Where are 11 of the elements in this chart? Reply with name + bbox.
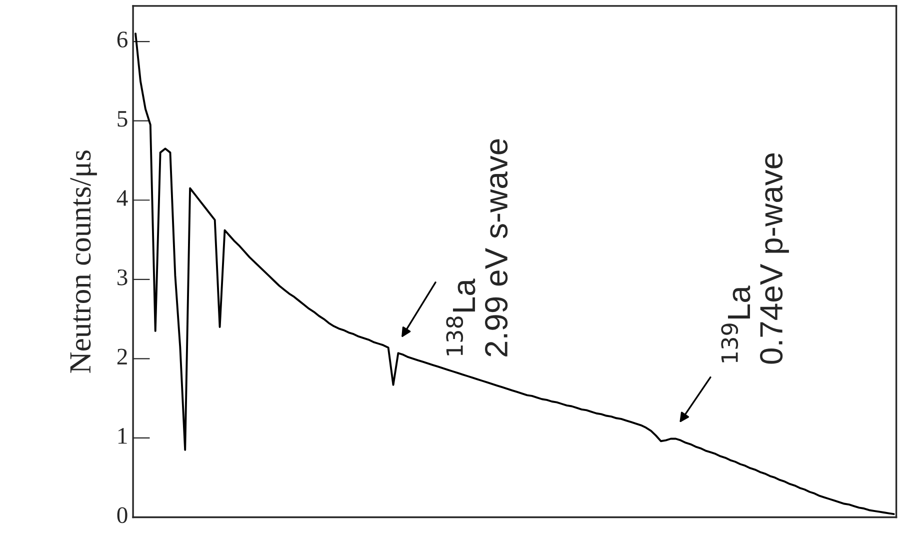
annotation: $^{138}$La 2.99 eV s-wave [446, 139, 508, 356]
y-tick-label: 0 [117, 507, 128, 524]
y-tick-label: 3 [118, 269, 128, 286]
y-tick-label: 1 [118, 428, 127, 444]
y-tick-label: 5 [118, 111, 128, 127]
y-tick-label: 4 [116, 190, 128, 206]
y-tick-label: 2 [117, 348, 127, 364]
y-tick-label: 6 [117, 32, 128, 48]
y-axis-title: Neutron counts/μs [70, 150, 97, 373]
annotation: $^{139}$La 0.74eV p-wave [721, 153, 789, 364]
line-series [134, 32, 895, 516]
